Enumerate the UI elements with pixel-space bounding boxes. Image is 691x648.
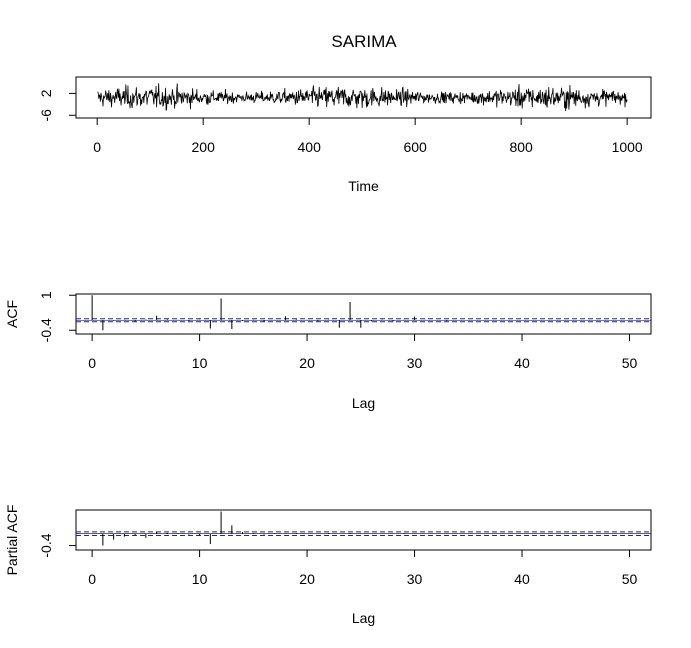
x-tick-label: 20: [299, 355, 315, 371]
x-tick-label: 800: [509, 139, 533, 155]
x-tick-label: 10: [192, 355, 208, 371]
x-tick-label: 400: [298, 139, 322, 155]
x-tick-label: 50: [622, 355, 638, 371]
x-axis-title: Lag: [352, 395, 375, 411]
x-tick-label: 40: [514, 571, 530, 587]
plot-frame: [75, 509, 652, 551]
plot-frame: [75, 293, 652, 335]
series-line: [97, 83, 628, 111]
x-tick-label: 30: [407, 355, 423, 371]
x-tick-label: 0: [88, 571, 96, 587]
y-axis-title: ACF: [4, 300, 20, 328]
x-axis-title: Lag: [352, 610, 375, 626]
x-tick-label: 200: [192, 139, 216, 155]
x-axis-title: Time: [348, 178, 379, 194]
plot-frame: [75, 76, 652, 119]
x-tick-label: 600: [403, 139, 427, 155]
x-tick-label: 40: [514, 355, 530, 371]
y-tick-label: -0.4: [38, 533, 54, 557]
y-tick-label: 1: [38, 291, 54, 299]
acf-panel: 0 10 20 30 40 50 -0.4 1 Lag ACF: [4, 291, 652, 411]
time-series-panel: 0 200 400 600 800 1000 -6 2 Time: [38, 76, 652, 194]
y-tick-label: 2: [38, 89, 54, 97]
pacf-panel: 0 10 20 30 40 50 -0.4 Lag Partial ACF: [4, 505, 652, 626]
x-tick-label: 0: [88, 355, 96, 371]
x-tick-label: 10: [192, 571, 208, 587]
y-tick-label: -0.4: [38, 318, 54, 342]
x-tick-label: 1000: [612, 139, 643, 155]
y-tick-label: -6: [38, 109, 54, 122]
x-tick-label: 30: [407, 571, 423, 587]
chart-title: SARIMA: [331, 32, 397, 51]
x-tick-label: 20: [299, 571, 315, 587]
x-tick-label: 0: [93, 139, 101, 155]
y-axis-title: Partial ACF: [4, 505, 20, 576]
x-tick-label: 50: [622, 571, 638, 587]
